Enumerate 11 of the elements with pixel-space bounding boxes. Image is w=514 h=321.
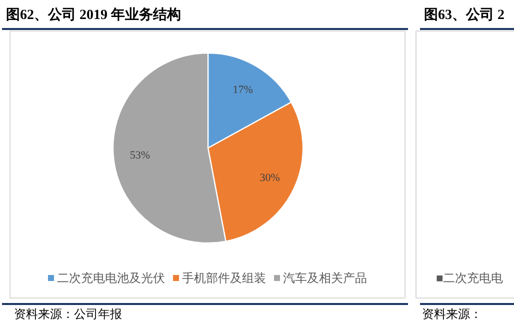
legend-label: 汽车及相关产品 — [283, 271, 367, 285]
chart-title: 图62、公司 2019 年业务结构 — [6, 7, 181, 23]
data-label: 30% — [260, 172, 280, 184]
legend-label: 二次充电电池及光伏 — [57, 271, 165, 285]
data-label: 17% — [232, 84, 253, 96]
text: ■二次充电电 — [436, 271, 504, 285]
legend-label: 手机部件及组装 — [182, 271, 266, 285]
text: 图63、公司 2 — [424, 7, 504, 23]
text: 资料来源：公司年报 — [14, 307, 122, 321]
data-label: 53% — [130, 149, 150, 162]
text: 资料来源： — [422, 307, 482, 321]
